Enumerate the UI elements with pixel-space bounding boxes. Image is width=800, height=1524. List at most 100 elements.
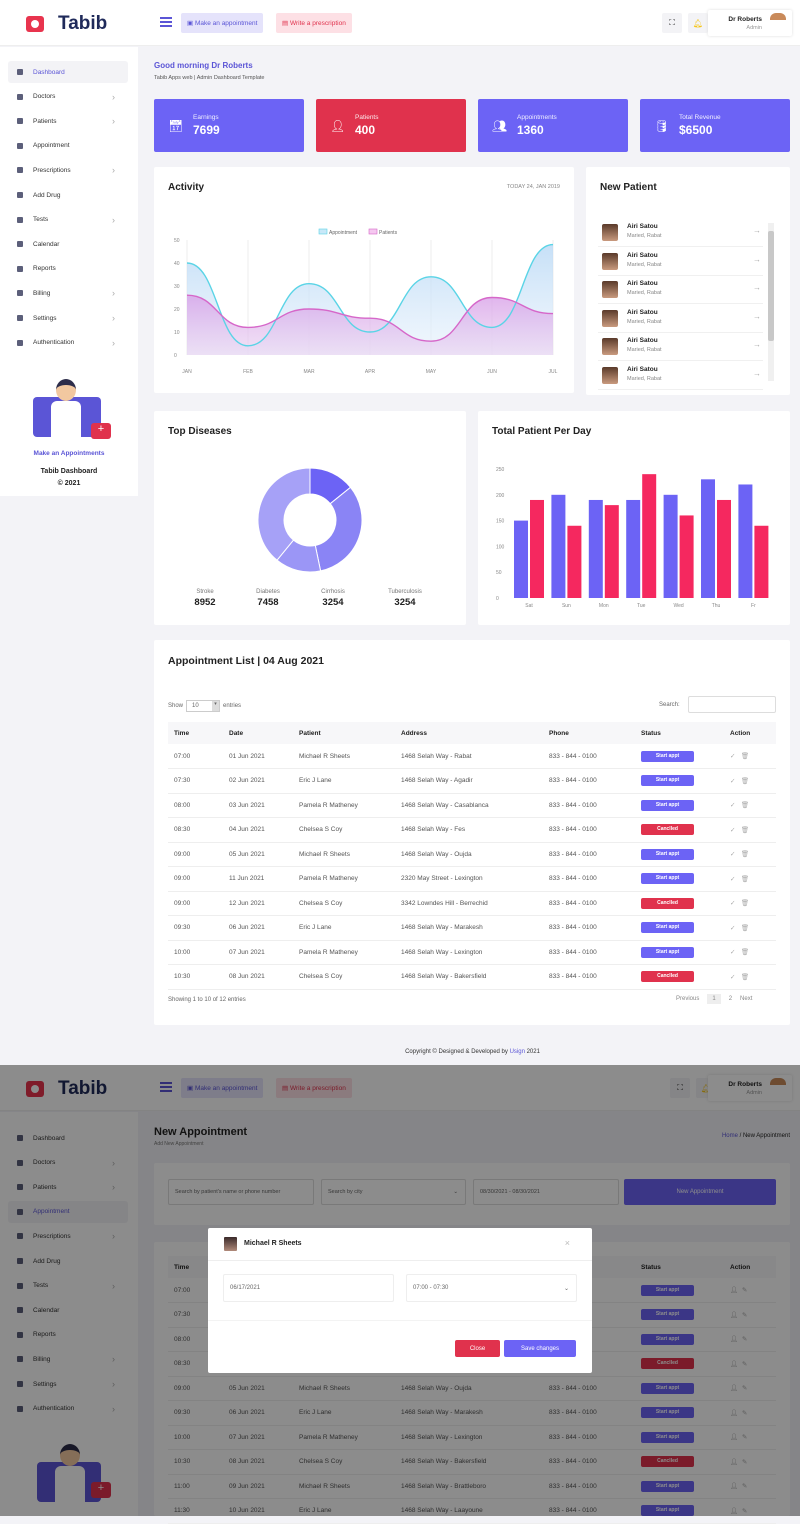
sidebar-item-authentication[interactable]: Authentication › — [8, 332, 128, 354]
bar[interactable] — [717, 499, 731, 598]
fullscreen-icon[interactable]: ⛶ — [670, 1078, 690, 1098]
bar[interactable] — [738, 484, 753, 598]
status-badge[interactable]: Start appt — [641, 1284, 694, 1296]
trash-icon[interactable]: 🗑︎ — [740, 851, 750, 859]
entries-select[interactable]: 10 ▾ — [186, 700, 221, 712]
hamburger-menu-icon[interactable] — [160, 17, 172, 27]
edit-icon[interactable]: ✎ — [741, 1360, 748, 1368]
edit-icon[interactable]: ✎ — [741, 1385, 748, 1393]
trash-icon[interactable]: 🗑︎ — [740, 826, 750, 834]
check-icon[interactable]: ✓ — [730, 875, 736, 883]
donut-slice-diabetes[interactable] — [314, 486, 363, 572]
bell-icon[interactable]: 🔔︎ — [688, 13, 708, 33]
trash-icon[interactable]: 🗑︎ — [740, 924, 750, 932]
date-input[interactable]: 06/17/2021 — [223, 1274, 394, 1302]
arrow-right-icon[interactable]: → — [753, 283, 761, 292]
new-appointment-button[interactable]: New Appointment — [624, 1179, 776, 1205]
check-icon[interactable]: ✓ — [730, 826, 736, 834]
time-slot-select[interactable]: 07:00 - 07:30 ⌄ — [406, 1274, 577, 1302]
bar[interactable] — [754, 525, 769, 598]
column-header[interactable]: Patient — [293, 722, 395, 744]
arrow-right-icon[interactable]: → — [753, 368, 761, 378]
patient-search-input[interactable]: Search by patient's name or phone number — [168, 1179, 314, 1205]
sidebar-item-tests[interactable]: Tests › — [8, 209, 128, 231]
bar[interactable] — [642, 474, 657, 598]
sidebar-item-calendar[interactable]: Calendar — [8, 1299, 128, 1321]
sidebar-item-doctors[interactable]: Doctors › — [8, 86, 128, 108]
fullscreen-icon[interactable]: ⛶ — [662, 13, 682, 33]
column-header[interactable]: Action — [724, 1256, 776, 1278]
trash-icon[interactable]: 🗑︎ — [740, 802, 750, 810]
sidebar-item-settings[interactable]: Settings › — [8, 1373, 128, 1395]
column-header[interactable]: Status — [635, 722, 724, 744]
user-icon[interactable]: 👤︎ — [730, 1287, 739, 1294]
stat-card-earnings[interactable]: 📅︎ Earnings 7699 — [154, 99, 304, 152]
arrow-right-icon[interactable]: → — [753, 254, 761, 264]
status-badge[interactable]: Start appt — [641, 1407, 694, 1419]
page-1-button[interactable]: 1 — [707, 994, 721, 1004]
edit-icon[interactable]: ✎ — [741, 1409, 748, 1417]
check-icon[interactable]: ✓ — [730, 924, 736, 932]
list-item[interactable]: Airi Satou Maried, Rabat → — [598, 276, 763, 304]
sidebar-item-add-drug[interactable]: Add Drug — [8, 1250, 128, 1272]
user-icon[interactable]: 👤︎ — [730, 1336, 739, 1344]
edit-icon[interactable]: ✎ — [741, 1507, 748, 1515]
date-range-input[interactable]: 08/30/2021 - 08/30/2021 — [473, 1179, 619, 1205]
sidebar-item-appointment[interactable]: Appointment — [8, 1200, 128, 1223]
sidebar-item-tests[interactable]: Tests › — [8, 1275, 128, 1297]
status-badge[interactable]: Start appt — [641, 775, 694, 787]
stat-card-appointments[interactable]: 👥︎ Appointments 1360 — [478, 99, 628, 152]
footer-link[interactable]: Usign — [509, 1049, 525, 1055]
column-header[interactable]: Phone — [543, 722, 635, 744]
trash-icon[interactable]: 🗑︎ — [740, 973, 750, 981]
status-badge[interactable]: Start appt — [641, 848, 694, 860]
bar[interactable] — [626, 499, 641, 598]
user-icon[interactable]: 👤︎ — [730, 1458, 739, 1466]
check-icon[interactable]: ✓ — [730, 900, 736, 908]
user-icon[interactable]: 👤︎ — [730, 1385, 739, 1393]
check-icon[interactable]: ✓ — [730, 973, 736, 981]
save-changes-button[interactable]: Save changes — [504, 1340, 576, 1357]
logo[interactable]: Tabib — [26, 1078, 107, 1100]
list-item[interactable]: Airi Satou Maried, Rabat → — [598, 333, 763, 361]
edit-icon[interactable]: ✎ — [741, 1287, 748, 1294]
make-appointment-button[interactable]: ▣ Make an appointment — [181, 1078, 264, 1098]
status-badge[interactable]: Start appt — [641, 1309, 694, 1321]
sidebar-item-patients[interactable]: Patients › — [8, 110, 128, 132]
column-header[interactable]: Status — [635, 1256, 724, 1278]
status-badge[interactable]: Canclled — [641, 971, 694, 983]
write-prescription-button[interactable]: ▤ Write a prescription — [276, 13, 352, 33]
user-icon[interactable]: 👤︎ — [730, 1409, 739, 1417]
user-menu[interactable]: Dr Roberts Admin — [708, 10, 792, 36]
list-item[interactable]: Airi Satou Maried, Rabat → — [598, 362, 763, 390]
user-icon[interactable]: 👤︎ — [730, 1507, 739, 1515]
arrow-right-icon[interactable]: → — [753, 311, 761, 321]
hamburger-menu-icon[interactable] — [160, 1082, 172, 1092]
arrow-right-icon[interactable]: → — [753, 340, 761, 349]
list-item[interactable]: Airi Satou Maried, Rabat → — [598, 305, 763, 333]
column-header[interactable]: Address — [395, 722, 543, 744]
status-badge[interactable]: Canclled — [641, 897, 694, 909]
trash-icon[interactable]: 🗑︎ — [740, 900, 750, 908]
bar[interactable] — [567, 525, 582, 598]
sidebar-item-authentication[interactable]: Authentication › — [8, 1398, 128, 1420]
sidebar-item-reports[interactable]: Reports — [8, 1324, 128, 1346]
previous-button[interactable]: Previous — [676, 996, 700, 1002]
status-badge[interactable]: Start appt — [641, 750, 694, 762]
check-icon[interactable]: ✓ — [730, 753, 736, 760]
edit-icon[interactable]: ✎ — [741, 1336, 748, 1344]
status-badge[interactable]: Start appt — [641, 1333, 694, 1345]
list-item[interactable]: Airi Satou Maried, Rabat → — [598, 248, 763, 276]
status-badge[interactable]: Start appt — [641, 946, 694, 958]
edit-icon[interactable]: ✎ — [741, 1483, 748, 1491]
user-icon[interactable]: 👤︎ — [730, 1311, 739, 1319]
logo[interactable]: Tabib — [26, 13, 107, 35]
status-badge[interactable]: Start appt — [641, 799, 694, 811]
breadcrumb-home[interactable]: Home — [721, 1133, 738, 1139]
close-icon[interactable]: × — [564, 1238, 570, 1248]
sidebar-item-patients[interactable]: Patients › — [8, 1176, 128, 1198]
bar[interactable] — [604, 505, 619, 598]
bar[interactable] — [679, 515, 694, 598]
edit-icon[interactable]: ✎ — [741, 1434, 748, 1442]
status-badge[interactable]: Start appt — [641, 922, 694, 934]
